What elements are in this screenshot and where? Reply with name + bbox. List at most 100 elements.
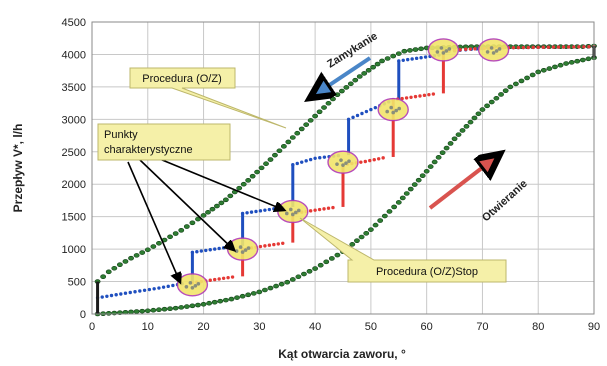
highlight-point-6-1 xyxy=(489,46,494,50)
x-tick-label-4: 40 xyxy=(309,321,321,333)
series-0-marker xyxy=(343,85,350,90)
series-3-marker xyxy=(413,94,418,99)
series-3-marker xyxy=(272,242,276,247)
callout-punkty: Punkty charakterystyczne xyxy=(97,123,231,161)
series-0-marker xyxy=(227,193,234,199)
series-0-marker xyxy=(249,173,256,179)
highlight-point-0-3 xyxy=(196,282,201,286)
x-tick-label-9: 90 xyxy=(588,321,600,333)
series-2-marker xyxy=(114,293,118,297)
series-1-marker xyxy=(183,304,190,309)
series-1-marker xyxy=(245,292,252,298)
series-1-marker xyxy=(139,308,146,314)
series-2-marker xyxy=(351,115,355,120)
series-3-marker xyxy=(359,160,363,164)
highlight-point-3-4 xyxy=(341,163,345,167)
annotation-arrows xyxy=(127,56,500,282)
series-1-marker xyxy=(411,182,418,187)
series-3-marker xyxy=(263,244,267,248)
series-0-marker xyxy=(205,209,211,215)
series-1-marker xyxy=(403,191,410,196)
series-3-marker xyxy=(468,47,473,51)
series-3-marker xyxy=(422,93,427,98)
highlight-point-3-2 xyxy=(344,161,348,165)
series-0-marker xyxy=(352,77,359,83)
series-0-marker xyxy=(183,224,190,229)
series-2-marker xyxy=(410,57,414,61)
series-3-marker xyxy=(331,205,335,210)
series-1-marker xyxy=(317,262,324,268)
highlight-point-2-2 xyxy=(294,210,298,215)
series-0-marker xyxy=(384,56,391,61)
series-2-marker xyxy=(249,210,254,214)
series-3-marker xyxy=(230,275,235,279)
series-2-marker xyxy=(401,58,405,62)
series-2-marker xyxy=(221,246,226,250)
series-0-marker xyxy=(133,253,140,258)
series-3-marker xyxy=(566,45,571,49)
series-2-marker xyxy=(161,285,166,289)
series-1-marker xyxy=(133,309,140,314)
y-tick-label-4: 2000 xyxy=(62,179,86,191)
series-0-marker xyxy=(272,152,278,158)
series-3-marker xyxy=(368,158,372,163)
series-1-marker xyxy=(513,81,519,87)
highlight-point-6-2 xyxy=(494,49,499,53)
series-0-marker xyxy=(338,88,345,94)
series-1-marker xyxy=(289,277,296,282)
series-2-marker xyxy=(272,207,276,211)
series-3-marker xyxy=(308,209,313,213)
series-1-marker xyxy=(574,58,581,64)
series-0-marker xyxy=(222,197,229,203)
series-0-marker xyxy=(144,247,151,253)
series-1-marker xyxy=(363,231,370,236)
series-1-marker xyxy=(502,88,509,93)
series-2-marker xyxy=(195,250,199,254)
series-1-marker xyxy=(435,155,442,160)
series-0-marker xyxy=(236,185,243,191)
series-1-marker xyxy=(407,186,414,192)
callout-punkty-line2: charakterystyczne xyxy=(104,144,193,156)
series-1-marker xyxy=(579,57,586,63)
series-1-marker xyxy=(439,150,446,156)
series-1-marker xyxy=(105,311,112,316)
series-1-marker xyxy=(552,64,558,70)
series-1-marker xyxy=(585,56,592,62)
series-2-marker xyxy=(308,157,313,162)
highlight-point-6-0 xyxy=(485,50,490,54)
series-0-marker xyxy=(280,144,287,149)
series-1-marker xyxy=(328,256,335,261)
series-0-marker xyxy=(379,58,385,64)
series-0-marker xyxy=(407,48,413,53)
series-1-marker xyxy=(273,283,279,289)
series-1-marker xyxy=(507,84,514,90)
series-3-marker xyxy=(572,45,576,49)
series-3-marker xyxy=(531,45,535,50)
callout-procedura-oz: Procedura (O/Z) xyxy=(129,67,287,129)
series-2-marker xyxy=(414,56,419,61)
series-1-marker xyxy=(256,289,263,295)
highlight-point-0-0 xyxy=(184,285,189,289)
series-0-marker xyxy=(294,130,301,136)
series-1-marker xyxy=(295,274,302,280)
series-2-marker xyxy=(267,207,272,212)
series-1-marker xyxy=(156,307,162,313)
y-tick-label-3: 1500 xyxy=(62,212,86,224)
series-2-marker xyxy=(123,291,128,295)
series-1-marker xyxy=(267,285,274,291)
series-0-marker xyxy=(401,48,408,54)
highlight-ellipse-0 xyxy=(176,273,209,297)
highlight-point-0-1 xyxy=(188,281,193,285)
series-3-marker xyxy=(418,94,422,98)
series-2-marker xyxy=(346,117,351,122)
series-1-marker xyxy=(172,305,179,311)
series-0-marker xyxy=(156,240,162,246)
series-2-marker xyxy=(142,288,147,292)
series-3-marker xyxy=(526,45,531,50)
series-3-marker xyxy=(208,278,212,282)
zamykanie-arrow xyxy=(310,56,372,98)
series-2-marker xyxy=(263,208,267,212)
x-tick-label-2: 20 xyxy=(197,321,209,333)
series-3-marker xyxy=(587,45,591,49)
